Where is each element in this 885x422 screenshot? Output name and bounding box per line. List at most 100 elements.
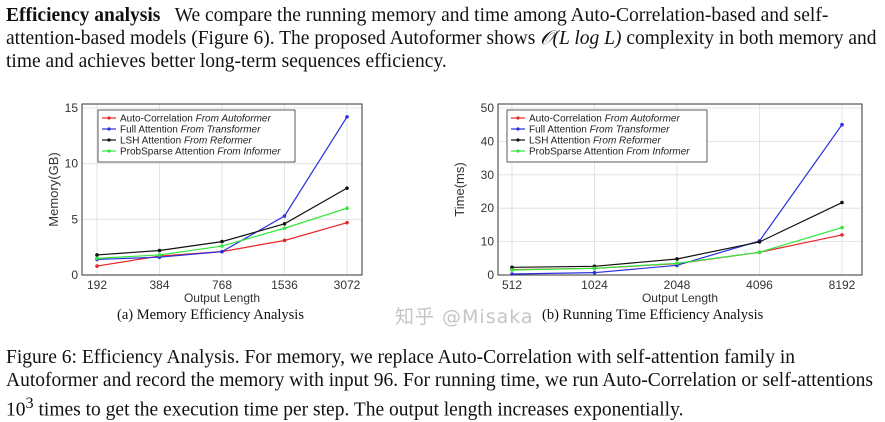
legend-entry: ProbSparse Attention From Informer <box>529 147 690 158</box>
data-point <box>757 240 762 244</box>
data-point <box>220 244 224 248</box>
figure-caption: Figure 6: Efficiency Analysis. For memor… <box>6 346 881 422</box>
legend-series-source: From Autoformer <box>605 114 681 125</box>
legend-marker <box>516 116 520 120</box>
data-point <box>345 206 349 210</box>
legend-marker <box>516 138 520 142</box>
data-point <box>282 238 287 243</box>
data-point <box>282 226 287 231</box>
data-point <box>95 256 99 261</box>
legend-box <box>506 109 708 163</box>
data-point <box>510 272 514 276</box>
legend-series-source: From Informer <box>217 147 281 158</box>
subcaption-a: (a) Memory Efficiency Analysis <box>117 307 304 323</box>
legend-series-name: LSH Attention <box>529 136 593 147</box>
legend-series-name: Auto-Correlation <box>529 114 605 125</box>
legend-entry: Auto-Correlation From Autoformer <box>120 114 271 125</box>
y-tick-label: 30 <box>481 168 495 182</box>
caption-text-1: Figure 6: Efficiency Analysis. For memor… <box>6 347 874 421</box>
legend-series-source: From Transformer <box>590 125 670 136</box>
data-point <box>282 214 287 218</box>
x-tick-label: 4096 <box>746 278 773 292</box>
data-point <box>592 270 597 275</box>
legend-series-source: From Informer <box>626 147 690 158</box>
legend-series-source: From Autoformer <box>196 114 272 125</box>
data-point <box>510 265 514 270</box>
legend-marker <box>516 149 520 153</box>
x-axis-label: Output Length <box>642 291 718 305</box>
y-tick-label: 0 <box>71 268 78 282</box>
paragraph-heading: Efficiency analysis <box>6 5 161 26</box>
data-point <box>675 257 679 261</box>
y-tick-label: 20 <box>481 201 495 215</box>
y-tick-label: 50 <box>481 101 495 115</box>
legend-entry: LSH Attention From Reformer <box>120 136 252 147</box>
legend-marker <box>107 149 111 153</box>
complexity-math: 𝒪(L log L) <box>540 28 622 49</box>
legend-entry: ProbSparse Attention From Informer <box>120 147 281 158</box>
data-point <box>592 266 597 271</box>
chart-1: 0 10 20 30 40 50 512 1024 2048 4096 8192 Output Len… <box>452 101 863 305</box>
legend-entry: Auto-Correlation From Autoformer <box>529 114 680 125</box>
legend-marker <box>107 138 111 142</box>
paragraph-text-2: complexity in both memory and time and a… <box>6 28 877 72</box>
data-point <box>840 225 844 230</box>
data-point <box>157 253 162 257</box>
efficiency-paragraph: Efficiency analysis We compare the runni… <box>6 4 881 73</box>
legend-series-name: Auto-Correlation <box>120 114 196 125</box>
legend-series-source: From Transformer <box>181 125 261 136</box>
plot-frame <box>497 103 863 276</box>
legend-entry: Full Attention From Transformer <box>529 125 670 136</box>
legend-series-source: From Reformer <box>593 136 661 147</box>
x-tick-label: 512 <box>502 278 522 292</box>
caption-exponent: 3 <box>25 394 34 412</box>
x-tick-label: 3072 <box>334 278 361 292</box>
y-tick-label: 10 <box>481 235 495 249</box>
legend-series-name: Full Attention <box>120 125 181 136</box>
watermark: 知乎 @Misaka <box>395 306 534 328</box>
data-point <box>840 233 844 237</box>
legend-series-name: ProbSparse Attention <box>529 147 626 158</box>
data-point <box>220 239 224 244</box>
subcaption-b: (b) Running Time Efficiency Analysis <box>542 307 764 323</box>
data-point <box>95 253 99 257</box>
x-tick-label: 1536 <box>271 278 298 292</box>
paragraph-text-1: We compare the running memory and time a… <box>6 5 829 49</box>
data-point <box>345 186 349 190</box>
data-point <box>220 249 224 254</box>
y-tick-label: 15 <box>65 101 79 115</box>
legend-marker <box>107 116 111 120</box>
legend-marker <box>107 127 111 131</box>
y-axis-label: Memory(GB) <box>46 152 61 226</box>
x-tick-label: 768 <box>212 278 232 292</box>
x-tick-label: 1024 <box>581 278 608 292</box>
y-tick-label: 40 <box>481 134 495 148</box>
x-tick-label: 8192 <box>829 278 856 292</box>
figure-charts: 0 5 10 15 192 384 768 1536 3072 Output Length Memo… <box>46 101 863 305</box>
legend-entry: Full Attention From Transformer <box>120 125 261 136</box>
chart-0: 0 5 10 15 192 384 768 1536 3072 Output Length Memo… <box>46 101 363 305</box>
y-axis-label: Time(ms) <box>452 162 467 216</box>
data-point <box>510 268 514 272</box>
data-point <box>345 115 349 119</box>
legend-series-name: Full Attention <box>529 125 590 136</box>
data-point <box>840 122 844 127</box>
legend-box <box>97 109 296 163</box>
y-tick-label: 0 <box>487 268 494 282</box>
x-tick-label: 384 <box>149 278 169 292</box>
data-point <box>95 264 99 268</box>
data-point <box>157 248 162 253</box>
y-tick-label: 5 <box>71 212 78 226</box>
legend-marker <box>516 127 520 131</box>
y-tick-label: 10 <box>65 157 79 171</box>
legend-series-name: ProbSparse Attention <box>120 147 217 158</box>
data-point <box>675 261 679 266</box>
data-point <box>345 220 349 225</box>
legend-series-name: LSH Attention <box>120 136 184 147</box>
x-axis-label: Output Length <box>184 291 260 305</box>
data-point <box>757 250 762 255</box>
x-tick-label: 192 <box>87 278 107 292</box>
x-tick-label: 2048 <box>664 278 691 292</box>
